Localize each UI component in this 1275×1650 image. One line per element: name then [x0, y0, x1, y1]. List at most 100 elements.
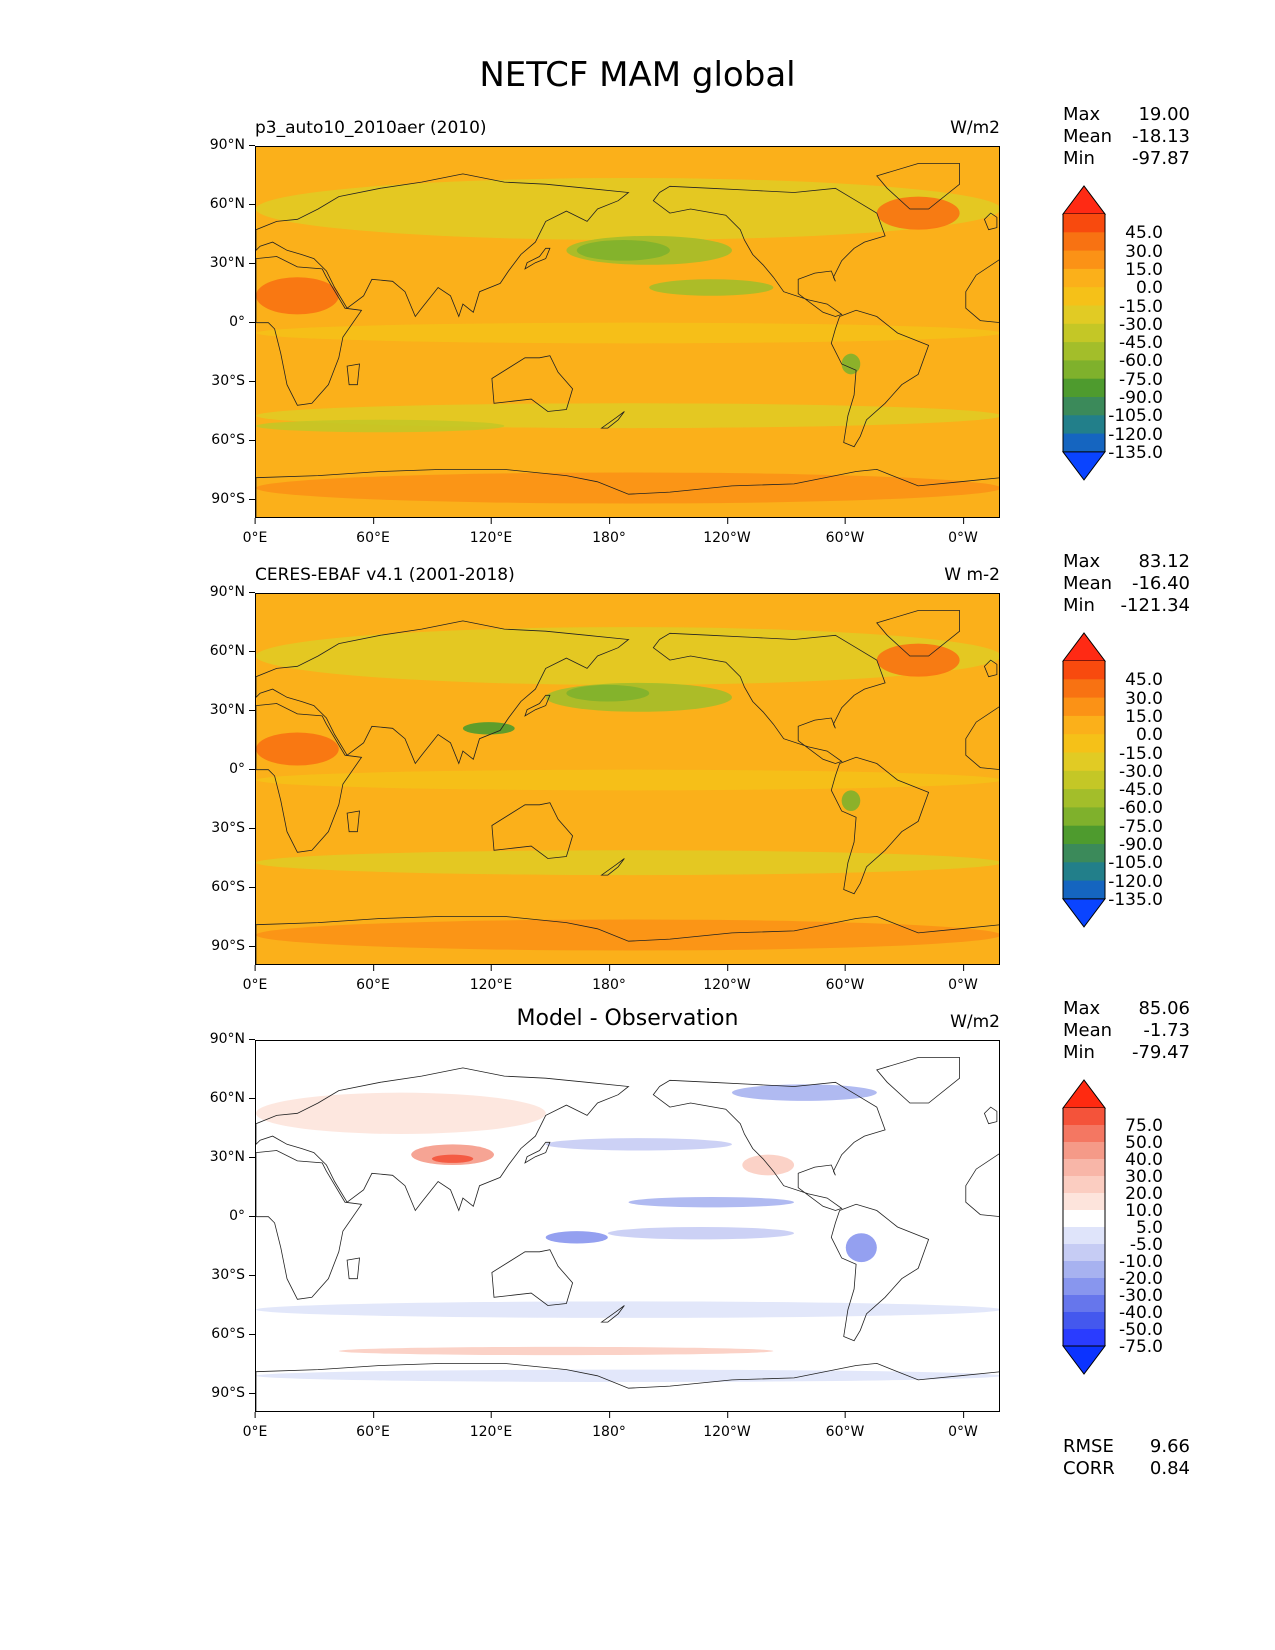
field-anomaly — [256, 322, 999, 344]
coastline-madagascar — [346, 363, 360, 386]
field-anomaly — [256, 1369, 999, 1382]
colorbar-extend-min — [1062, 898, 1106, 928]
colorbar-bin — [1063, 232, 1105, 252]
colorbar-label: -5.0 — [1129, 1235, 1163, 1255]
colorbar-label: -15.0 — [1119, 296, 1163, 317]
lat-tick-label: 90°N — [209, 584, 256, 600]
colorbar — [1062, 185, 1106, 481]
panel-title-left: CERES-EBAF v4.1 (2001-2018) — [255, 565, 515, 585]
field-anomaly — [256, 419, 505, 433]
rmse-value: 9.66 — [1149, 1436, 1190, 1457]
stat-label: Min — [1063, 595, 1095, 616]
coastline-europe_asia — [256, 620, 630, 765]
corr-label: CORR — [1063, 1458, 1115, 1479]
colorbar-label: -135.0 — [1108, 889, 1163, 910]
coastline-greenland — [876, 610, 960, 657]
field-anomaly — [841, 353, 861, 375]
colorbar-label: 0.0 — [1135, 278, 1163, 299]
lon-tick-label: 120°W — [703, 965, 751, 993]
stat-value: -18.13 — [1131, 126, 1190, 147]
field-anomaly — [256, 732, 339, 766]
lon-tick-label: 120°W — [703, 1412, 751, 1440]
colorbar-extend-max — [1062, 632, 1106, 662]
lon-tick-label: 180° — [592, 518, 626, 546]
stat-label: Mean — [1063, 1020, 1113, 1041]
colorbar-bin — [1063, 880, 1105, 900]
colorbar-label: 5.0 — [1135, 1218, 1163, 1238]
difference-metrics: RMSE 9.66 CORR 0.84 — [1063, 1436, 1190, 1480]
lon-tick-label: 120°E — [469, 518, 513, 546]
colorbar-label: -10.0 — [1119, 1252, 1163, 1272]
field-anomaly — [876, 196, 960, 230]
stat-row: Max 19.00 — [1063, 104, 1190, 126]
coastline-africa — [256, 256, 363, 406]
coastline-nz — [600, 1305, 625, 1323]
colorbar-extend-max — [1062, 1079, 1106, 1109]
field-anomaly — [256, 627, 999, 685]
coastline-south_america — [830, 309, 930, 448]
colorbar-label: -45.0 — [1119, 333, 1163, 354]
stat-value: 83.12 — [1138, 551, 1190, 572]
stat-value: 19.00 — [1138, 104, 1190, 125]
field-anomaly — [545, 1231, 608, 1244]
stat-value: -1.73 — [1143, 1020, 1190, 1041]
field-anomaly — [731, 1084, 877, 1101]
coastline-greenland — [876, 1057, 960, 1104]
colorbar-label: -20.0 — [1119, 1269, 1163, 1289]
colorbar-label: -90.0 — [1119, 388, 1163, 408]
lat-tick-label: 30°N — [209, 1149, 256, 1165]
lon-tick-label: 0°W — [948, 965, 978, 993]
coastline-japan — [524, 247, 551, 270]
coastline-madagascar — [346, 1257, 360, 1280]
colorbar-bin — [1063, 679, 1105, 699]
colorbar-label: -15.0 — [1119, 743, 1163, 764]
colorbar-label: -75.0 — [1119, 1337, 1163, 1357]
lat-tick-label: 90°S — [211, 491, 255, 507]
colorbar-bin — [1063, 734, 1105, 753]
lon-tick-label: 0°E — [242, 1412, 268, 1440]
stat-value: -79.47 — [1131, 1042, 1190, 1063]
lon-tick-label: 120°E — [469, 1412, 513, 1440]
colorbar-bin — [1063, 213, 1105, 233]
stat-label: Mean — [1063, 126, 1113, 147]
lat-tick-label: 60°N — [209, 1090, 256, 1106]
panel-stats: Max 83.12 Mean -16.40 Min -121.34 — [1063, 551, 1190, 617]
panel-model: p3_auto10_2010aer (2010) W/m2 90°N 60°N 30°N… — [0, 104, 1275, 606]
colorbar-bin — [1063, 250, 1105, 270]
lat-tick-label: 30°S — [211, 373, 255, 389]
colorbar-bin — [1063, 862, 1105, 882]
lat-tick-label: 60°S — [211, 432, 255, 448]
colorbar-bin — [1063, 1193, 1105, 1211]
colorbar-bin — [1063, 378, 1105, 398]
colorbar-label: 45.0 — [1125, 223, 1163, 244]
lon-tick-label: 60°W — [825, 518, 865, 546]
colorbar-label: -120.0 — [1108, 871, 1163, 892]
coastline-africa — [256, 703, 363, 853]
lat-tick-label: 30°S — [211, 1267, 255, 1283]
colorbar-bin — [1063, 752, 1105, 772]
stat-value: -97.87 — [1131, 148, 1190, 169]
field-anomaly — [576, 240, 670, 261]
coastline-north_america — [652, 1079, 886, 1211]
field-anomaly — [256, 919, 999, 951]
colorbar — [1062, 1079, 1106, 1375]
lon-tick-label: 0°E — [242, 518, 268, 546]
colorbar-bin — [1063, 715, 1105, 735]
coastline-nz — [600, 411, 625, 429]
colorbar-bin — [1063, 1244, 1105, 1262]
colorbar-extend-min — [1062, 451, 1106, 481]
field-anomaly — [256, 1301, 999, 1318]
colorbar-label: 15.0 — [1125, 259, 1163, 280]
stat-value: -16.40 — [1131, 573, 1190, 594]
lat-tick-label: 0° — [229, 314, 255, 330]
coastline-australia — [491, 355, 574, 412]
coastline-antarctica — [256, 468, 999, 517]
colorbar-label: -30.0 — [1119, 1286, 1163, 1306]
colorbar-bin — [1063, 433, 1105, 453]
rmse-label: RMSE — [1063, 1436, 1114, 1457]
lon-tick-label: 60°E — [356, 965, 390, 993]
panel-units: W/m2 — [950, 118, 1000, 138]
lat-tick-label: 60°N — [209, 196, 256, 212]
colorbar-label: 10.0 — [1125, 1201, 1163, 1221]
colorbar-bin — [1063, 396, 1105, 416]
